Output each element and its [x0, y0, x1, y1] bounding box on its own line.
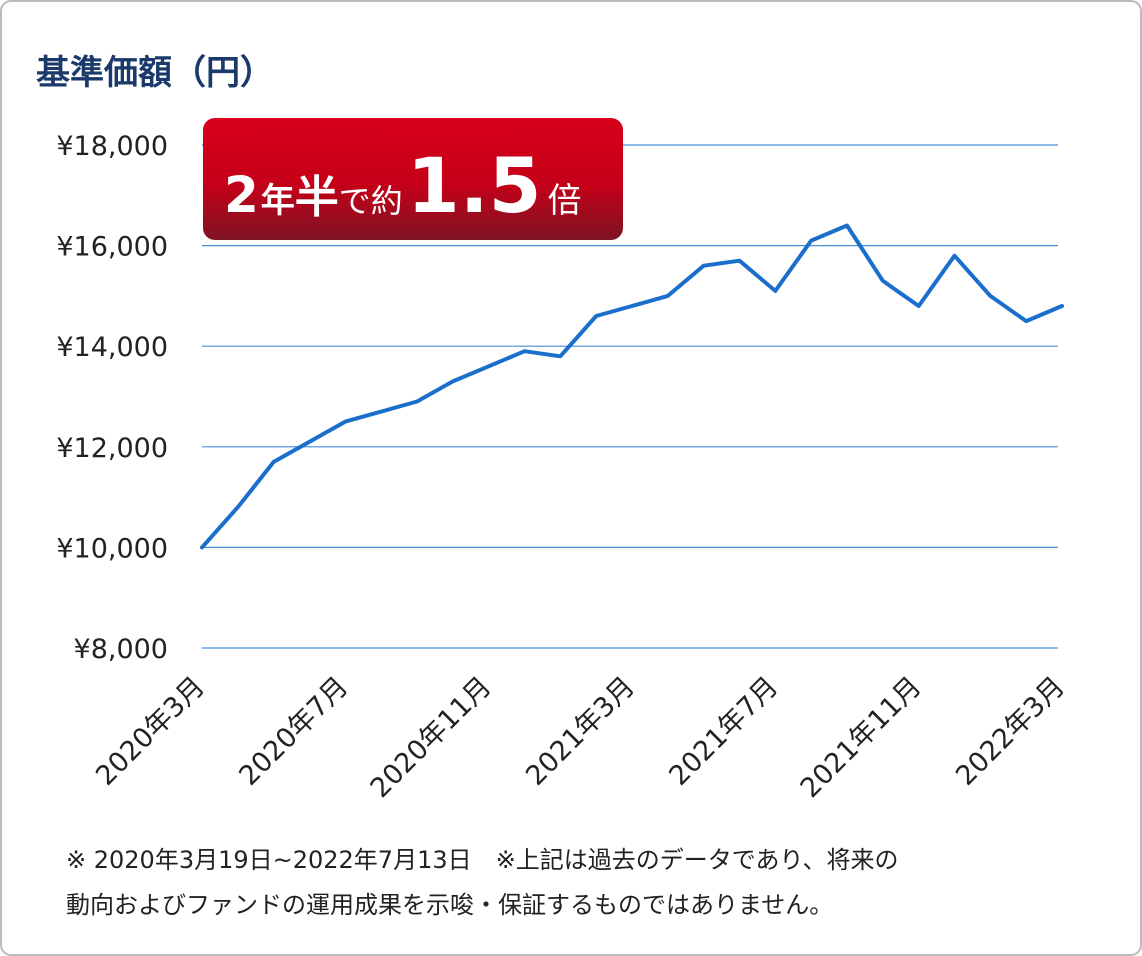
- badge: [203, 118, 623, 240]
- y-tick-label: ¥18,000: [56, 131, 168, 162]
- badge-part: 1.5: [407, 141, 542, 230]
- y-tick-label: ¥8,000: [74, 634, 168, 665]
- y-tick-label: ¥14,000: [56, 332, 168, 363]
- chart-title: 基準価額（円）: [36, 53, 274, 93]
- badge-text: 2年半で約1.5 倍: [224, 141, 581, 230]
- y-tick-label: ¥16,000: [56, 232, 168, 263]
- badge-part: 半: [295, 172, 339, 223]
- badge-part: 2: [224, 166, 259, 224]
- y-tick-label: ¥12,000: [56, 433, 168, 464]
- badge-part: 倍: [547, 181, 581, 221]
- note: 動向およびファンドの運用成果を示唆・保証するものではありません。: [66, 891, 833, 919]
- badge-part: で約: [339, 182, 403, 220]
- y-tick-label: ¥10,000: [56, 533, 168, 564]
- line: [200, 223, 1064, 550]
- badge-part: 年: [261, 181, 295, 221]
- note: ※ 2020年3月19日~2022年7月13日 ※上記は過去のデータであり、将来…: [66, 846, 899, 874]
